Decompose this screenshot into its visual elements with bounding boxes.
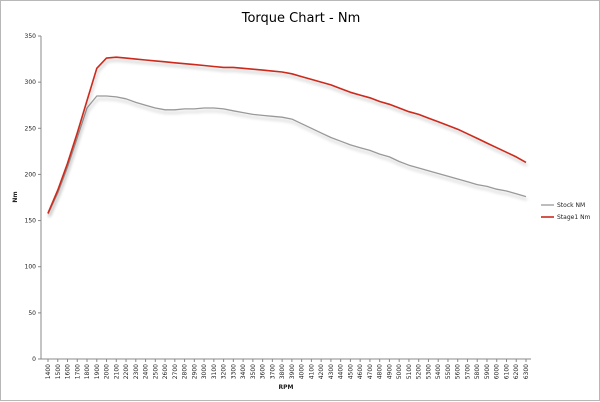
- x-tick-label: 3800: [279, 364, 286, 379]
- x-tick-label: 4200: [318, 364, 325, 379]
- y-tick-label: 150: [25, 218, 37, 225]
- x-tick-label: 2400: [143, 364, 150, 379]
- y-axis-label: Nm: [12, 191, 19, 202]
- x-tick-label: 4600: [357, 364, 364, 379]
- x-tick-label: 4700: [367, 364, 374, 379]
- x-tick-label: 1800: [84, 364, 91, 379]
- x-tick-label: 5500: [445, 364, 452, 379]
- x-tick-label: 6200: [513, 364, 520, 379]
- y-tick-label: 250: [25, 125, 37, 132]
- y-tick-label: 200: [25, 171, 37, 178]
- x-tick-label: 1900: [94, 364, 101, 379]
- legend: Stock NM Stage1 Nm: [541, 202, 591, 221]
- x-axis-label: RPM: [279, 384, 294, 391]
- x-tick-label: 4100: [308, 364, 315, 379]
- x-tick-label: 6300: [523, 364, 530, 379]
- x-tick-label: 3900: [289, 364, 296, 379]
- x-tick-label: 2700: [172, 364, 179, 379]
- x-tick-label: 5800: [474, 364, 481, 379]
- x-tick-label: 2100: [113, 364, 120, 379]
- x-tick-label: 5900: [484, 364, 491, 379]
- y-tick-label: 50: [28, 310, 36, 317]
- x-tick-label: 2300: [133, 364, 140, 379]
- x-tick-label: 1500: [55, 364, 62, 379]
- x-tick-label: 5100: [406, 364, 413, 379]
- x-tick-label: 2500: [152, 364, 159, 379]
- x-tick-label: 4400: [338, 364, 345, 379]
- x-tick-label: 4300: [328, 364, 335, 379]
- axes: 0 50 100 150 200 250 300 350 1400 1500 1600 1700 180…: [25, 33, 531, 379]
- x-tick-label: 2600: [162, 364, 169, 379]
- y-tick-label: 0: [32, 356, 36, 363]
- chart-title: Torque Chart - Nm: [241, 11, 361, 26]
- x-tick-label: 3300: [230, 364, 237, 379]
- x-tick-label: 4900: [386, 364, 393, 379]
- x-tick-label: 5700: [464, 364, 471, 379]
- x-tick-label: 5200: [416, 364, 423, 379]
- x-tick-label: 4500: [347, 364, 354, 379]
- x-tick-label: 3200: [221, 364, 228, 379]
- x-tick-label: 4000: [299, 364, 306, 379]
- x-tick-label: 2000: [104, 364, 111, 379]
- x-tick-label: 1700: [74, 364, 81, 379]
- series-lines: [47, 56, 527, 215]
- x-tick-label: 5400: [435, 364, 442, 379]
- x-tick-label: 2900: [191, 364, 198, 379]
- x-tick-label: 3600: [260, 364, 267, 379]
- x-tick-label: 3000: [201, 364, 208, 379]
- legend-label: Stage1 Nm: [557, 214, 591, 221]
- x-tick-label: 3400: [240, 364, 247, 379]
- x-tick-label: 5600: [455, 364, 462, 379]
- x-tick-label: 2200: [123, 364, 130, 379]
- x-tick-label: 5300: [425, 364, 432, 379]
- series-line-stock-nm: [47, 95, 527, 215]
- x-tick-label: 6000: [494, 364, 501, 379]
- legend-label: Stock NM: [557, 202, 585, 209]
- x-tick-label: 3500: [250, 364, 257, 379]
- y-tick-label: 350: [25, 33, 37, 40]
- x-tick-label: 5000: [396, 364, 403, 379]
- x-tick-label: 4800: [377, 364, 384, 379]
- x-tick-label: 2800: [182, 364, 189, 379]
- series-line-stage1-nm: [47, 56, 527, 214]
- x-tick-label: 1600: [65, 364, 72, 379]
- y-tick-label: 100: [25, 264, 37, 271]
- y-tick-label: 300: [25, 79, 37, 86]
- x-tick-label: 3100: [211, 364, 218, 379]
- x-tick-label: 3700: [269, 364, 276, 379]
- x-tick-label: 1400: [45, 364, 52, 379]
- x-tick-label: 6100: [503, 364, 510, 379]
